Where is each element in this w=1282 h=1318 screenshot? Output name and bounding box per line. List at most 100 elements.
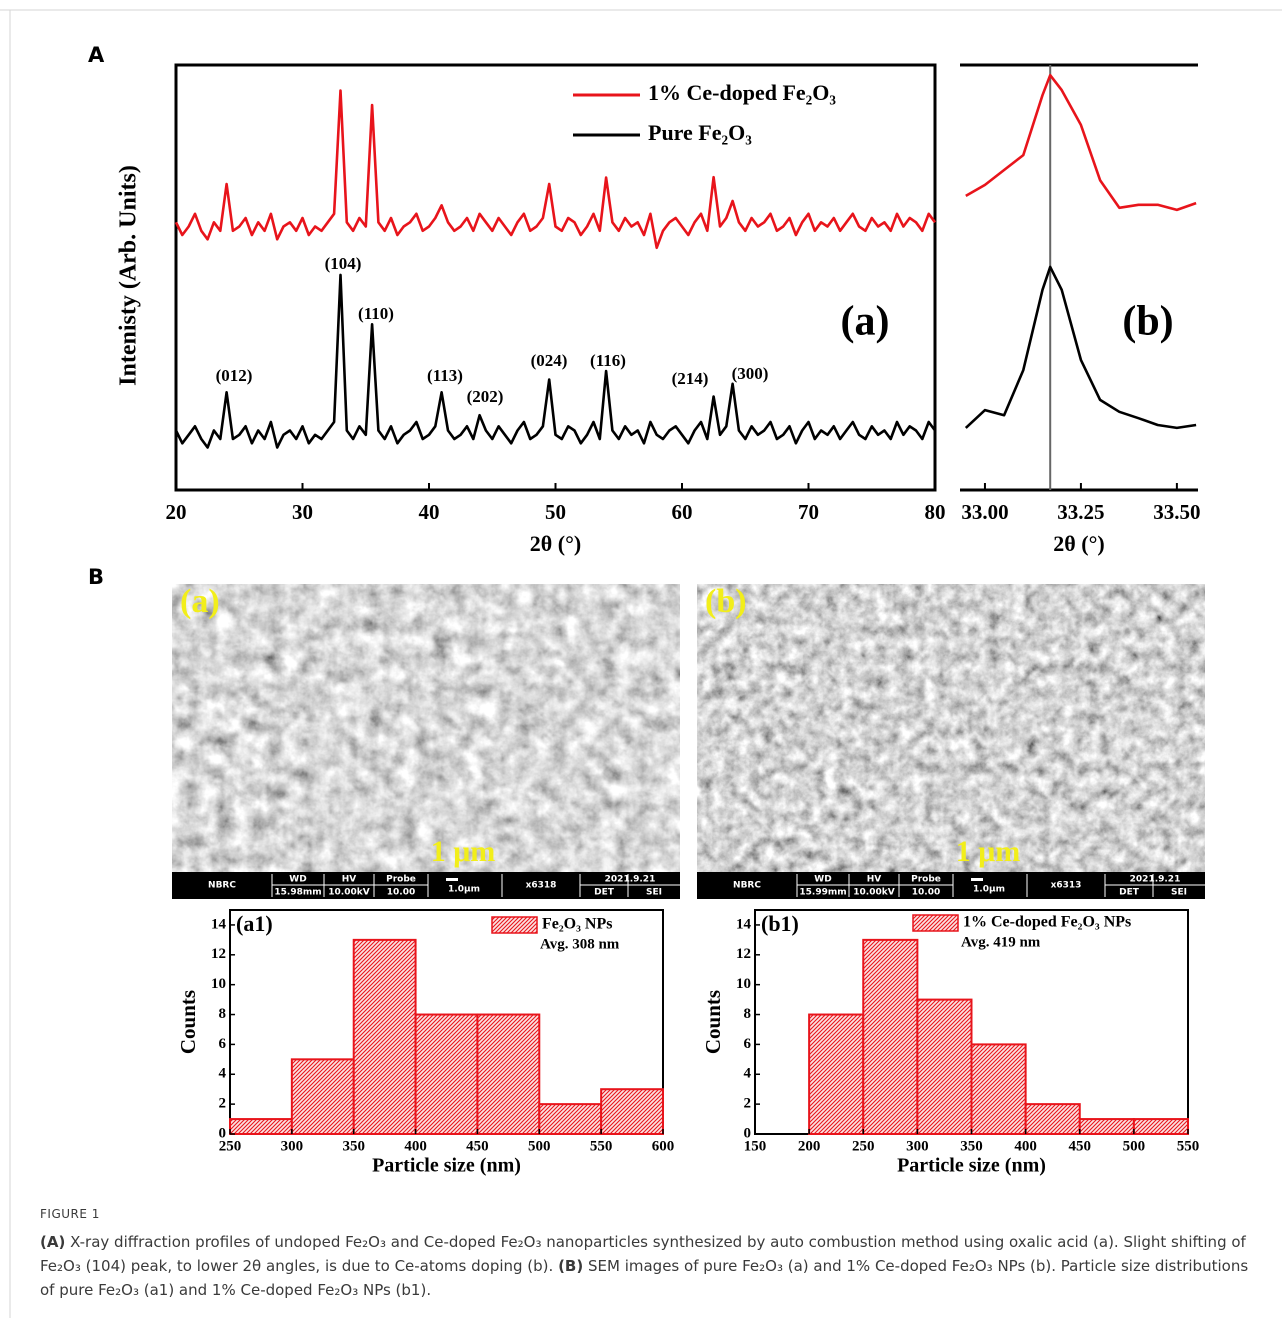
sem-label: (b) xyxy=(705,583,747,620)
caption-bold: (B) xyxy=(558,1257,584,1275)
histogram-bar xyxy=(352,938,417,1135)
histogram-bar xyxy=(970,1043,1027,1136)
sem-image xyxy=(172,584,680,872)
sem-scale-text: 1 μm xyxy=(431,835,496,868)
panel-label: B xyxy=(88,565,104,589)
y-axis-label: Intenisty (Arb. Units) xyxy=(116,165,142,386)
x-tick-label: 550 xyxy=(1177,1138,1200,1154)
x-tick-label: 400 xyxy=(1014,1138,1037,1154)
x-tick-label: 30 xyxy=(292,500,313,524)
legend-label: Pure Fe₂O₃ xyxy=(648,120,752,145)
y-tick-label: 10 xyxy=(211,976,226,992)
x-tick-label: 250 xyxy=(852,1138,875,1154)
x-tick-label: 33.50 xyxy=(1153,500,1200,524)
histogram-bar xyxy=(414,1013,479,1135)
info-text: 10.00kV xyxy=(853,888,894,898)
caption-text: (A) X-ray diffraction profiles of undope… xyxy=(40,1230,1255,1302)
histogram-bar xyxy=(808,1013,865,1135)
legend-label: 1% Ce-doped Fe₂O₃ xyxy=(648,80,836,105)
series-line xyxy=(174,273,937,449)
y-tick-label: 12 xyxy=(211,946,226,962)
info-text: 2021.9.21 xyxy=(1130,875,1181,885)
scale-bar xyxy=(446,878,458,881)
info-text: 10.00 xyxy=(912,888,940,898)
panel-label: (a) xyxy=(841,299,890,345)
y-tick-label: 6 xyxy=(219,1036,227,1052)
x-tick-label: 300 xyxy=(906,1138,929,1154)
x-tick-label: 250 xyxy=(219,1138,242,1154)
info-text: WD xyxy=(289,875,306,885)
legend-label: 1% Ce-doped Fe₂O₃ NPs xyxy=(963,914,1131,931)
y-tick-label: 6 xyxy=(744,1036,752,1052)
x-tick-label: 20 xyxy=(166,500,187,524)
peak-label: (012) xyxy=(216,366,253,385)
legend-swatch xyxy=(491,916,538,934)
histogram-bar xyxy=(916,998,973,1135)
x-tick-label: 60 xyxy=(672,500,693,524)
info-text: NBRC xyxy=(733,881,761,891)
peak-label: (214) xyxy=(672,369,709,388)
info-text: NBRC xyxy=(208,881,236,891)
x-tick-label: 70 xyxy=(798,500,819,524)
series-line xyxy=(965,73,1197,212)
x-tick-label: 400 xyxy=(404,1138,427,1154)
x-tick-label: 80 xyxy=(925,500,946,524)
legend-label: Fe₂O₃ NPs xyxy=(542,916,612,933)
y-tick-label: 14 xyxy=(211,916,227,932)
info-text: 15.99mm xyxy=(799,888,846,898)
x-tick-label: 500 xyxy=(528,1138,551,1154)
peak-label: (300) xyxy=(732,364,769,383)
x-tick-label: 33.25 xyxy=(1057,500,1104,524)
x-tick-label: 50 xyxy=(545,500,566,524)
x-tick-label: 350 xyxy=(960,1138,983,1154)
y-tick-label: 12 xyxy=(736,946,751,962)
x-axis-label: 2θ (°) xyxy=(1053,531,1104,556)
x-tick-label: 450 xyxy=(1069,1138,1092,1154)
peak-label: (116) xyxy=(590,351,626,370)
y-tick-label: 4 xyxy=(744,1066,752,1082)
info-text: 1.0μm xyxy=(973,885,1005,895)
caption-title: FIGURE 1 xyxy=(40,1207,100,1221)
histogram-bar xyxy=(862,938,919,1135)
histogram-bar xyxy=(290,1058,355,1136)
info-text: 2021.9.21 xyxy=(605,875,656,885)
x-tick-label: 33.00 xyxy=(961,500,1008,524)
histogram-bar xyxy=(1024,1103,1081,1135)
x-axis-label: 2θ (°) xyxy=(530,531,581,556)
panel-label: (b1) xyxy=(761,911,799,936)
x-tick-label: 550 xyxy=(590,1138,613,1154)
info-text: HV xyxy=(867,875,882,885)
info-text: HV xyxy=(342,875,357,885)
peak-label: (113) xyxy=(427,366,463,385)
info-text: WD xyxy=(814,875,831,885)
sem-label: (a) xyxy=(180,583,220,620)
scale-bar xyxy=(971,878,983,881)
annotation: Avg. 419 nm xyxy=(961,934,1041,950)
info-text: x6313 xyxy=(1051,881,1082,891)
x-tick-label: 300 xyxy=(281,1138,304,1154)
y-tick-label: 0 xyxy=(744,1125,752,1141)
info-text: 10.00kV xyxy=(328,888,369,898)
info-text: Probe xyxy=(911,875,941,885)
info-text: 1.0μm xyxy=(448,885,480,895)
y-tick-label: 4 xyxy=(219,1066,227,1082)
peak-label: (110) xyxy=(358,304,394,323)
y-tick-label: 14 xyxy=(736,916,752,932)
y-tick-label: 2 xyxy=(219,1096,227,1112)
y-tick-label: 8 xyxy=(744,1006,752,1022)
histogram-bar xyxy=(1078,1118,1135,1135)
x-tick-label: 500 xyxy=(1123,1138,1146,1154)
x-tick-label: 150 xyxy=(744,1138,767,1154)
caption-bold: (A) xyxy=(40,1233,66,1251)
legend-swatch xyxy=(912,914,959,932)
info-text: 15.98mm xyxy=(274,888,321,898)
info-text: DET xyxy=(1119,888,1140,898)
panel-label: (b) xyxy=(1122,299,1173,345)
sem-scale-text: 1 μm xyxy=(956,835,1021,868)
sem-image xyxy=(697,584,1205,872)
info-text: SEI xyxy=(646,888,662,898)
peak-label: (024) xyxy=(531,351,568,370)
caption-span: X-ray diffraction profiles of undoped Fe… xyxy=(40,1233,1246,1275)
y-tick-label: 10 xyxy=(736,976,751,992)
histogram-bar xyxy=(600,1088,665,1135)
